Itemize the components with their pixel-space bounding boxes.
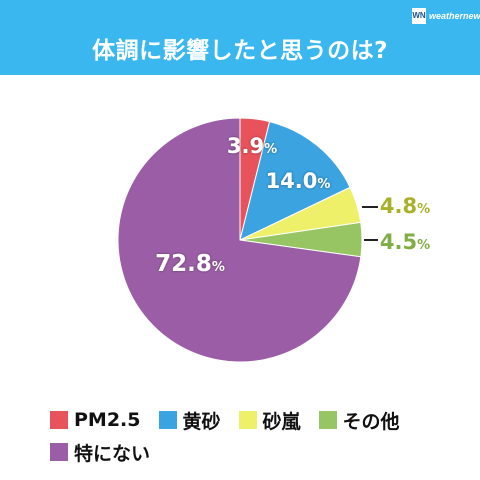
legend-swatch-kosa [158,411,177,429]
data-label-sandstorm: 4.8% [380,194,430,218]
data-label-kosa: 14.0% [266,169,331,193]
weathernews-logo: WN weathernews [412,6,480,26]
legend-label-other: その他 [342,410,400,433]
pie-slices [117,117,363,363]
legend-label-sandstorm: 砂嵐 [262,410,301,433]
legend-label-none: 特にない [74,442,151,465]
legend-item-none: 特にない [50,439,150,466]
legend-label-kosa: 黄砂 [182,410,221,433]
data-labels: 3.9% 14.0% 4.8% 4.5% 72.8% [155,134,432,277]
legend-item-other: その他 [318,407,400,434]
logo-text: weathernews [429,11,480,21]
legend-swatch-sandstorm [238,411,257,429]
legend-row-2: 特にない [50,438,450,466]
data-label-none: 72.8% [155,251,225,277]
data-label-other: 4.5% [380,230,430,254]
pie-slice-none [117,117,362,363]
title-bar: WN weathernews 体調に影響したと思うのは? [0,0,480,75]
legend-label-pm25: PM2.5 [74,409,141,431]
logo-mark: WN [412,8,426,24]
leader-lines [362,206,378,241]
legend: PM2.5 黄砂 砂嵐 その他 特にない [50,406,450,470]
legend-swatch-none [50,443,68,461]
pie-chart: 3.9% 14.0% 4.8% 4.5% 72.8% [117,117,432,363]
pie-slice-kosa [239,121,351,241]
legend-item-sandstorm: 砂嵐 [238,407,301,434]
legend-item-pm25: PM2.5 [50,409,141,431]
chart-title: 体調に影響したと思うのは? [92,38,388,64]
legend-swatch-other [318,411,337,429]
legend-row-1: PM2.5 黄砂 砂嵐 その他 [50,406,450,434]
legend-item-kosa: 黄砂 [158,407,221,434]
data-label-pm25: 3.9% [227,134,277,158]
legend-swatch-pm25 [50,411,68,429]
